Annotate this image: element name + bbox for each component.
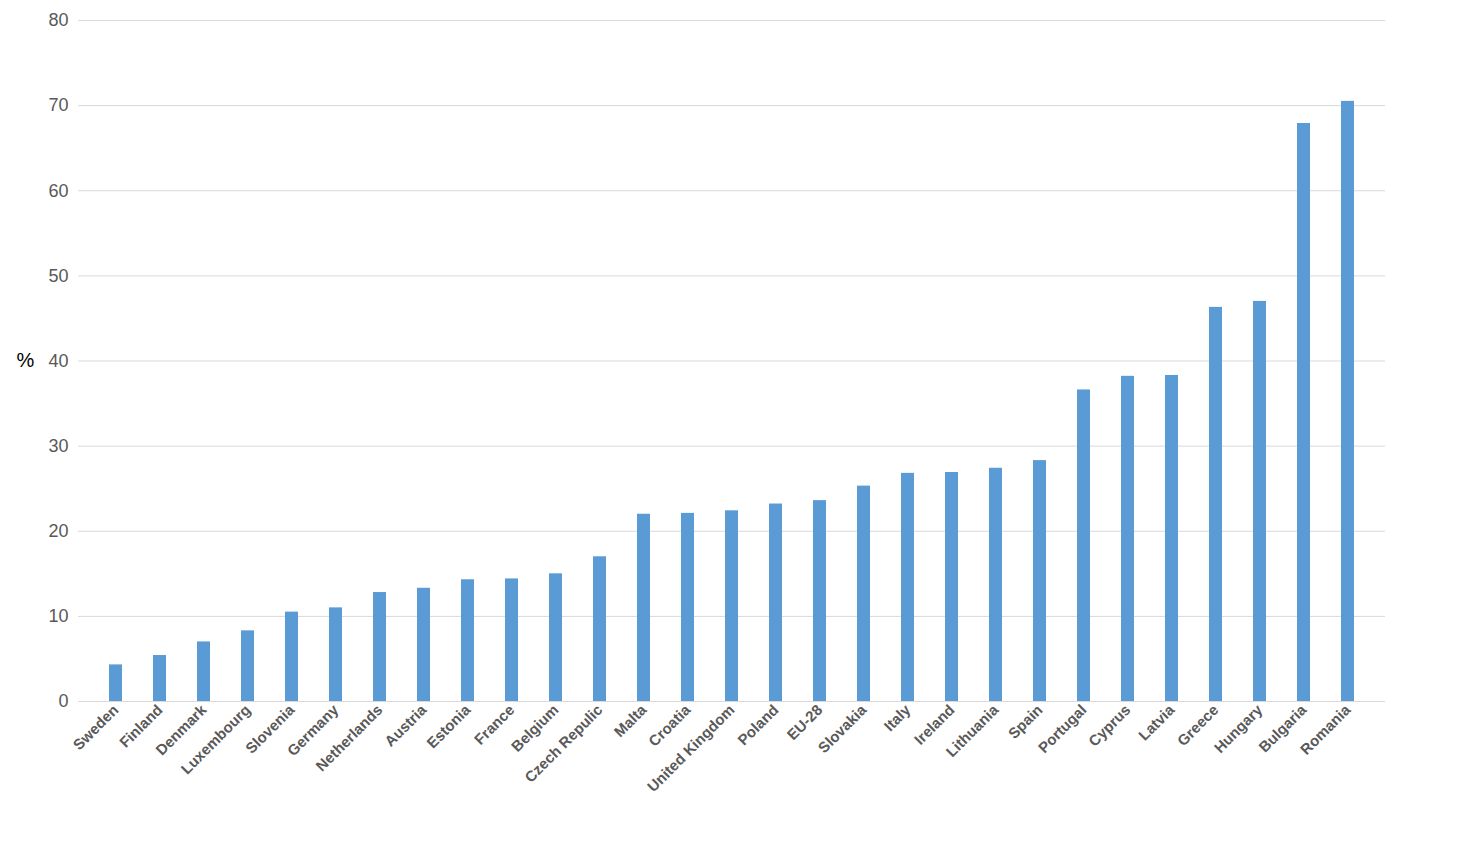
svg-text:Slovakia: Slovakia (814, 701, 870, 757)
svg-text:Germany: Germany (283, 701, 342, 759)
svg-text:Estonia: Estonia (423, 701, 474, 752)
svg-text:Greece: Greece (1173, 701, 1222, 749)
svg-text:Czech Repulic: Czech Repulic (521, 701, 606, 786)
svg-text:Poland: Poland (734, 701, 781, 748)
svg-text:40: 40 (48, 351, 68, 371)
svg-text:Denmark: Denmark (152, 701, 210, 759)
svg-text:Hungary: Hungary (1210, 701, 1266, 757)
svg-text:Ireland: Ireland (910, 701, 958, 748)
svg-text:60: 60 (48, 181, 68, 201)
svg-text:Portugal: Portugal (1034, 701, 1089, 756)
svg-text:20: 20 (48, 521, 68, 541)
svg-text:50: 50 (48, 266, 68, 286)
svg-text:70: 70 (48, 95, 68, 115)
svg-text:10: 10 (48, 606, 68, 626)
svg-text:Finland: Finland (115, 701, 166, 751)
svg-text:Slovenia: Slovenia (241, 701, 298, 757)
svg-text:France: France (470, 701, 518, 748)
svg-text:Latvia: Latvia (1135, 701, 1178, 744)
svg-text:Netherlands: Netherlands (312, 701, 385, 774)
svg-text:Croatia: Croatia (644, 701, 694, 750)
svg-text:Malta: Malta (610, 701, 650, 741)
svg-text:EU-28: EU-28 (783, 701, 825, 743)
svg-text:Austria: Austria (381, 701, 430, 750)
svg-text:80: 80 (48, 10, 68, 30)
svg-text:Lithuania: Lithuania (942, 701, 1002, 761)
svg-text:Bulgaria: Bulgaria (1255, 701, 1310, 756)
svg-text:Italy: Italy (880, 701, 914, 735)
svg-text:Luxembourg: Luxembourg (177, 701, 253, 777)
svg-text:Belgium: Belgium (507, 701, 562, 755)
svg-text:Romania: Romania (1297, 701, 1354, 758)
svg-text:Spain: Spain (1005, 701, 1046, 742)
svg-text:30: 30 (48, 436, 68, 456)
svg-text:Cyprus: Cyprus (1085, 701, 1134, 750)
svg-text:United Kingdom: United Kingdom (644, 701, 738, 795)
svg-text:%: % (17, 349, 35, 371)
svg-text:Sweden: Sweden (69, 701, 121, 753)
svg-text:0: 0 (58, 691, 68, 711)
